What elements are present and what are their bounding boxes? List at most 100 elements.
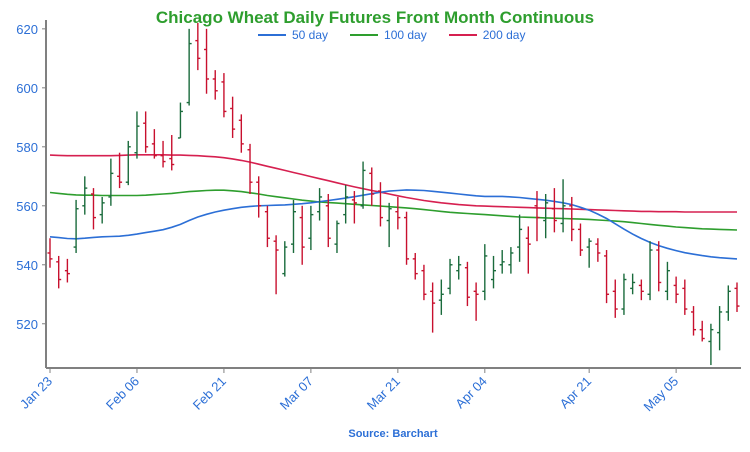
ohlc-bar <box>151 129 157 159</box>
ohlc-bar <box>482 244 488 301</box>
ohlc-bar <box>630 273 636 295</box>
ohlc-bar <box>204 28 210 94</box>
ohlc-bar <box>691 306 697 336</box>
ohlc-bar <box>517 214 523 262</box>
ohlc-bar <box>290 199 296 253</box>
x-tick-label: Mar 21 <box>364 374 403 413</box>
ohlc-bar <box>273 235 279 295</box>
ohlc-bar <box>377 182 383 227</box>
ohlc-bar <box>299 205 305 265</box>
y-tick-label: 520 <box>16 317 38 332</box>
ohlc-bar <box>682 279 688 315</box>
x-tick-label: Feb 21 <box>190 374 229 413</box>
ohlc-bar <box>577 223 583 256</box>
x-tick-label: Mar 07 <box>277 374 316 413</box>
y-tick-label: 540 <box>16 258 38 273</box>
ohlc-bar <box>404 211 410 265</box>
ohlc-bar <box>108 158 114 206</box>
ohlc-bar <box>395 196 401 230</box>
legend-item-ma200: 200 day <box>448 28 526 42</box>
ohlc-bar <box>473 282 479 321</box>
ohlc-bar <box>386 202 392 248</box>
y-tick-label: 580 <box>16 140 38 155</box>
x-axis: Jan 23 Feb 06 Feb 21 Mar 07 Mar 21 Apr 04 Apr … <box>17 367 741 415</box>
ohlc-bar <box>491 255 497 289</box>
ohlc-bar <box>308 205 314 251</box>
ma50-line <box>49 189 738 260</box>
ohlc-bar <box>438 279 444 315</box>
ohlc-bar <box>64 258 70 283</box>
x-tick-label: Apr 21 <box>557 374 595 412</box>
ohlc-bar <box>673 276 679 304</box>
ohlc-bar <box>664 261 670 301</box>
ohlc-bar <box>134 111 140 159</box>
ohlc-bar <box>247 143 253 194</box>
legend-label-ma100: 100 day <box>384 28 427 42</box>
legend-swatch-ma200 <box>448 34 477 36</box>
ohlc-bar <box>525 226 531 274</box>
ohlc-bar <box>343 185 349 224</box>
legend-swatch-ma50 <box>258 34 286 36</box>
ohlc-bar <box>569 196 575 242</box>
ohlc-bar <box>586 238 592 268</box>
ohlc-bar <box>317 188 323 221</box>
ohlc-bar <box>508 247 514 274</box>
ohlc-bar <box>186 28 192 106</box>
ohlc-bar <box>351 191 357 224</box>
legend-item-ma100: 100 day <box>350 28 427 42</box>
ohlc-bar <box>264 205 270 248</box>
ohlc-bar <box>543 194 549 239</box>
ohlc-bar <box>195 22 201 71</box>
ohlc-bar <box>56 255 62 289</box>
ohlc-bar <box>360 161 366 209</box>
ohlc-bar <box>90 188 96 230</box>
ohlc-bar <box>430 282 436 333</box>
ohlc-bar <box>117 152 123 189</box>
ohlc-bar <box>221 73 227 118</box>
ohlc-bar <box>560 179 566 233</box>
ohlc-bar <box>160 140 166 168</box>
y-tick-label: 620 <box>16 22 38 37</box>
x-tick-label: May 05 <box>640 374 681 415</box>
ohlc-bar <box>499 250 505 274</box>
legend-swatch-ma100 <box>350 34 379 36</box>
ohlc-bar <box>238 114 244 153</box>
ohlc-bar <box>169 135 175 171</box>
ohlc-bar <box>325 194 331 248</box>
ohlc-bar <box>212 70 218 100</box>
ohlc-bar <box>334 220 340 253</box>
ohlc-bar <box>421 264 427 301</box>
ohlc-bar <box>369 167 375 206</box>
ohlc-bar <box>464 261 470 307</box>
ohlc-bar <box>647 241 653 301</box>
y-axis: 520 540 560 580 600 620 <box>16 20 47 368</box>
ohlc-bar <box>282 241 288 277</box>
x-tick-label: Feb 06 <box>103 374 142 413</box>
legend: 50 day 100 day 200 day <box>258 28 525 42</box>
ma100-line <box>49 189 738 231</box>
ohlc-bar <box>82 176 88 215</box>
ohlc-bar <box>734 282 740 312</box>
ohlc-bar <box>699 320 705 342</box>
y-tick-label: 560 <box>16 199 38 214</box>
ohlc-bar <box>612 279 618 318</box>
ohlc-bar <box>708 323 714 366</box>
y-tick-label: 600 <box>16 81 38 96</box>
legend-label-ma50: 50 day <box>292 28 329 42</box>
ohlc-bar <box>447 258 453 295</box>
ohlc-bar <box>604 250 610 304</box>
ma200-line <box>49 154 737 213</box>
ohlc-bar <box>177 102 183 139</box>
candlestick-series <box>47 22 740 366</box>
ohlc-bar <box>717 306 723 351</box>
ohlc-bar <box>256 176 262 218</box>
legend-label-ma200: 200 day <box>482 28 526 42</box>
ohlc-bar <box>143 111 149 153</box>
moving-average-lines <box>49 154 738 260</box>
ohlc-bar <box>551 188 557 233</box>
ohlc-bar <box>456 255 462 280</box>
x-tick-label: Apr 04 <box>452 374 490 412</box>
ohlc-bar <box>621 273 627 315</box>
ohlc-bar <box>47 238 53 268</box>
